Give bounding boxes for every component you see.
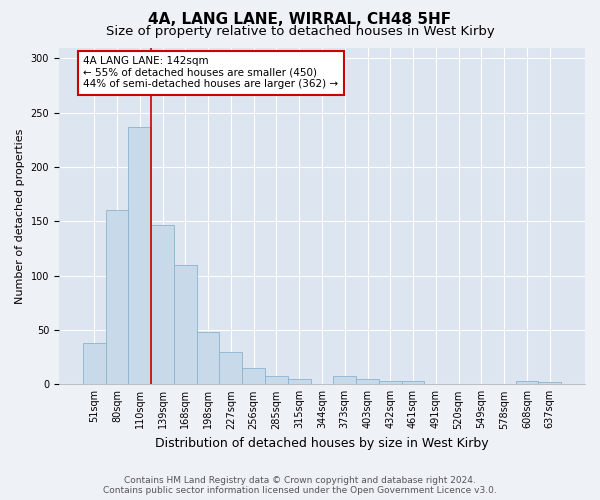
Bar bbox=[151, 224, 174, 384]
Bar bbox=[379, 381, 401, 384]
Bar bbox=[197, 332, 220, 384]
Bar bbox=[334, 376, 356, 384]
Bar bbox=[128, 127, 151, 384]
Text: Size of property relative to detached houses in West Kirby: Size of property relative to detached ho… bbox=[106, 25, 494, 38]
Bar bbox=[242, 368, 265, 384]
Text: Contains HM Land Registry data © Crown copyright and database right 2024.
Contai: Contains HM Land Registry data © Crown c… bbox=[103, 476, 497, 495]
Bar bbox=[220, 352, 242, 384]
Y-axis label: Number of detached properties: Number of detached properties bbox=[15, 128, 25, 304]
Text: 4A LANG LANE: 142sqm
← 55% of detached houses are smaller (450)
44% of semi-deta: 4A LANG LANE: 142sqm ← 55% of detached h… bbox=[83, 56, 338, 90]
Bar bbox=[265, 376, 288, 384]
Bar bbox=[83, 343, 106, 384]
Bar bbox=[106, 210, 128, 384]
Bar bbox=[401, 381, 424, 384]
Bar bbox=[538, 382, 561, 384]
Text: 4A, LANG LANE, WIRRAL, CH48 5HF: 4A, LANG LANE, WIRRAL, CH48 5HF bbox=[148, 12, 452, 28]
Bar bbox=[515, 381, 538, 384]
Bar bbox=[174, 265, 197, 384]
X-axis label: Distribution of detached houses by size in West Kirby: Distribution of detached houses by size … bbox=[155, 437, 489, 450]
Bar bbox=[356, 379, 379, 384]
Bar bbox=[288, 379, 311, 384]
